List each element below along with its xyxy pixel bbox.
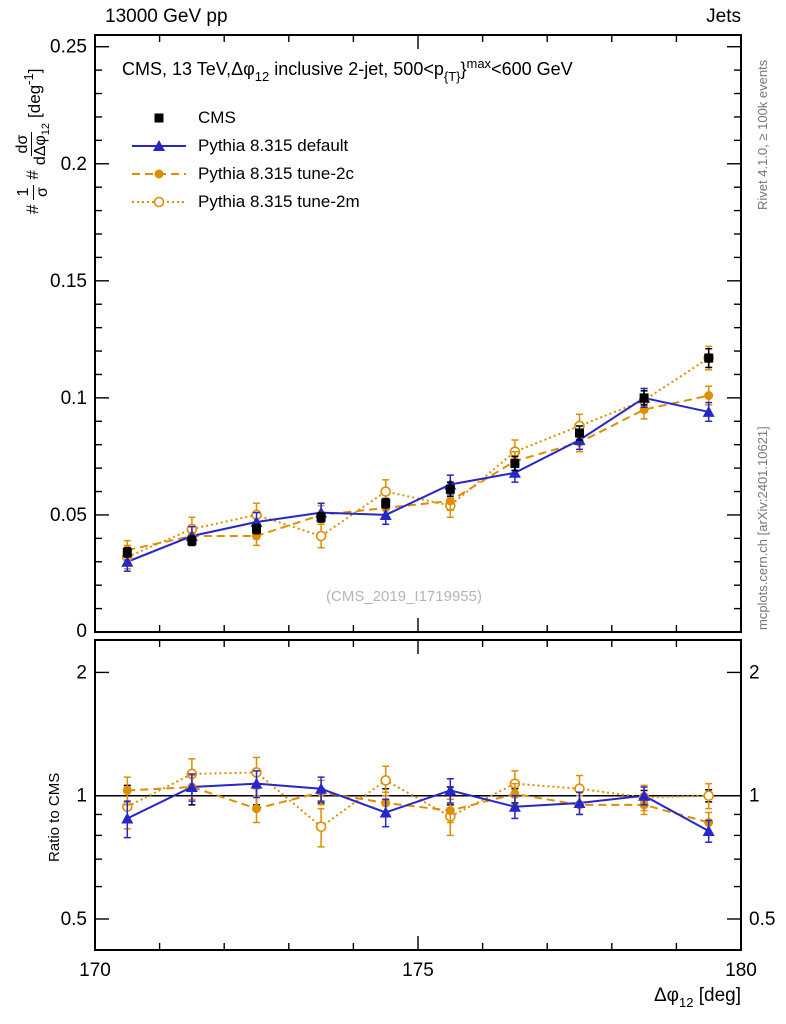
svg-text:0.1: 0.1	[61, 388, 87, 409]
open-circle-dotted-line-marker-icon	[130, 191, 188, 213]
plot-title-max-sup: max	[466, 56, 492, 71]
ratio-axis-label: Ratio to CMS	[46, 772, 63, 862]
svg-text:0.2: 0.2	[61, 154, 87, 175]
analysis-id-watermark: (CMS_2019_I1719955)	[326, 588, 482, 605]
circle-dashed-line-marker-icon	[130, 163, 188, 185]
plot-title: CMS, 13 TeV,Δφ12 inclusive 2-jet, 500<p{…	[122, 56, 573, 84]
svg-text:0.05: 0.05	[50, 505, 87, 526]
svg-text:2: 2	[749, 662, 760, 683]
plot-title-phi: Δφ	[231, 59, 255, 79]
legend-item-cms: CMS	[130, 104, 360, 132]
y-axis-frac-1-over-sigma: 1 σ	[14, 184, 51, 200]
svg-text:0: 0	[76, 621, 87, 642]
legend-label-pythia-default: Pythia 8.315 default	[198, 136, 349, 155]
svg-text:170: 170	[79, 960, 111, 981]
x-axis-label: Δφ12 [deg]	[653, 985, 741, 1010]
legend-label-cms: CMS	[198, 108, 236, 127]
beam-energy-label: 13000 GeV pp	[105, 6, 228, 27]
plot-title-suffix: <600 GeV	[491, 59, 573, 79]
svg-text:1: 1	[76, 786, 87, 807]
svg-text:0.25: 0.25	[50, 37, 87, 58]
svg-text:0.5: 0.5	[749, 909, 775, 930]
mcplots-reference-note: mcplots.cern.ch [arXiv:2401.10621]	[755, 426, 770, 630]
svg-text:180: 180	[725, 960, 757, 981]
plot-title-phi-sub: 12	[254, 69, 270, 84]
rivet-version-note: Rivet 4.1.0, ≥ 100k events	[755, 59, 770, 210]
plot-title-prefix: CMS, 13 TeV,	[122, 59, 232, 79]
svg-text:0.5: 0.5	[61, 909, 87, 930]
analysis-category-label: Jets	[706, 6, 741, 27]
y-axis-label: # 1 σ # dσ dΔφ12 [deg-1]	[10, 4, 56, 214]
plot-title-pt-sub: {T}	[443, 69, 461, 84]
top-panel-series	[121, 345, 715, 572]
plot-title-mid: inclusive 2-jet, 500<p	[269, 59, 444, 79]
y-axis-hash1: #	[23, 204, 42, 214]
legend-label-pythia-tune2m: Pythia 8.315 tune-2m	[198, 192, 360, 211]
legend: CMS Pythia 8.315 default Pythia 8.315 tu…	[130, 104, 360, 216]
svg-text:0.15: 0.15	[50, 271, 87, 292]
plot-title-brace: }	[460, 59, 467, 79]
svg-text:1: 1	[749, 786, 760, 807]
legend-item-pythia-tune2m: Pythia 8.315 tune-2m	[130, 188, 360, 216]
legend-item-pythia-default: Pythia 8.315 default	[130, 132, 360, 160]
legend-item-pythia-tune2c: Pythia 8.315 tune-2c	[130, 160, 360, 188]
ratio-panel-series	[95, 756, 741, 848]
svg-text:175: 175	[402, 960, 434, 981]
cms-square-marker-icon	[130, 107, 188, 129]
y-axis-frac-dsigma: dσ dΔφ12	[13, 122, 53, 166]
y-axis-hash2: #	[23, 170, 42, 180]
triangle-line-marker-icon	[130, 135, 188, 157]
svg-text:2: 2	[76, 662, 87, 683]
legend-label-pythia-tune2c: Pythia 8.315 tune-2c	[198, 164, 354, 183]
y-axis-unit: [deg-1]	[21, 68, 44, 118]
